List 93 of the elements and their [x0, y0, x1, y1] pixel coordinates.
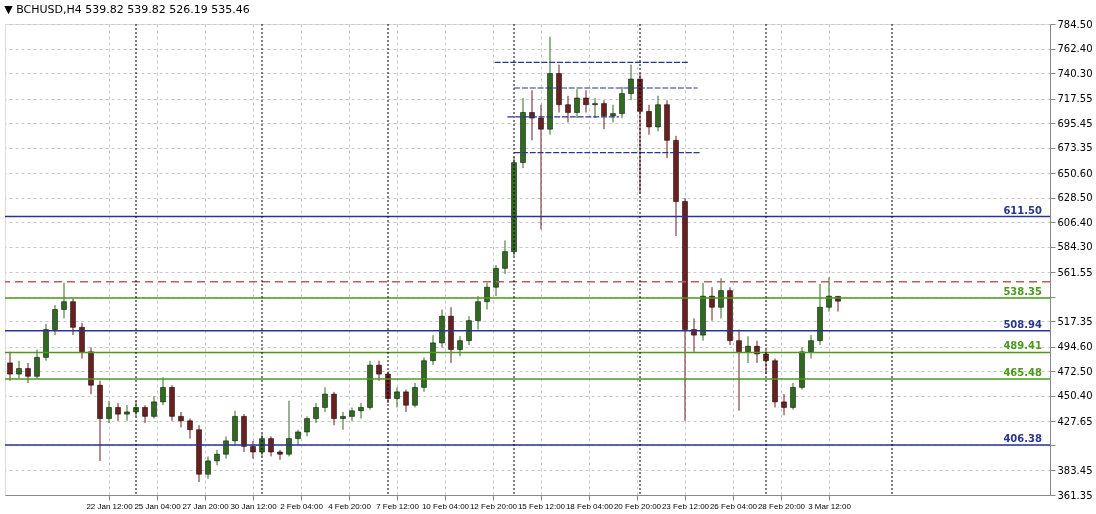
ref-line-label: 489.41 [1003, 340, 1043, 352]
chart-title: ▼ BCHUSD,H4 539.82 539.82 526.19 535.46 [4, 3, 250, 16]
x-tick-label: 18 Feb 04:00 [565, 501, 614, 511]
candlestick [304, 415, 310, 437]
candlestick [322, 386, 328, 413]
candlestick [403, 389, 409, 413]
candlestick [457, 335, 463, 357]
y-tick-label: 383.45 [1057, 464, 1093, 476]
candlestick [790, 382, 796, 411]
candlestick [340, 411, 346, 431]
candlestick [529, 89, 535, 141]
y-tick-label: 695.45 [1057, 117, 1093, 129]
candlestick [754, 340, 760, 364]
candlestick [412, 382, 418, 408]
x-tick-label: 30 Jan 12:00 [230, 501, 278, 511]
candlestick [178, 411, 184, 428]
ref-line-label: 611.50 [1003, 204, 1043, 216]
x-tick-label: 7 Feb 12:00 [376, 501, 420, 511]
candlestick [430, 334, 436, 366]
candlestick [565, 95, 571, 124]
y-tick-label: 561.55 [1057, 266, 1093, 278]
y-tick-label: 762.40 [1057, 43, 1093, 55]
y-tick-label: 584.30 [1057, 241, 1093, 253]
candlestick [475, 295, 481, 331]
candlestick [61, 282, 67, 319]
ref-line-label: 508.94 [1003, 318, 1043, 330]
candlestick [646, 104, 652, 136]
candlestick [502, 239, 508, 275]
candlestick [205, 455, 211, 480]
candlestick [718, 277, 724, 319]
x-tick-label: 26 Feb 04:00 [709, 501, 758, 511]
candlestick [619, 86, 625, 119]
candlestick [349, 406, 355, 422]
x-tick-label: 25 Jan 04:00 [134, 501, 182, 511]
candlestick [583, 89, 589, 113]
candlestick [655, 95, 661, 132]
x-tick-label: 20 Feb 20:00 [613, 501, 662, 511]
candlestick [115, 402, 121, 422]
candlestick [16, 360, 22, 380]
candlestick [781, 393, 787, 416]
y-tick-label: 494.60 [1057, 341, 1093, 353]
candlestick [394, 386, 400, 408]
candlestick [313, 402, 319, 424]
candlestick [124, 404, 130, 422]
candlestick [610, 104, 616, 124]
x-tick-label: 27 Jan 20:00 [182, 501, 230, 511]
x-tick-label: 10 Feb 04:00 [421, 501, 470, 511]
candlestick [7, 351, 13, 382]
candlestick [160, 376, 166, 406]
y-tick-label: 717.55 [1057, 93, 1093, 105]
y-tick-label: 450.40 [1057, 390, 1093, 402]
candlestick [628, 64, 634, 101]
y-tick-label: 517.35 [1057, 315, 1093, 327]
x-tick-label: 22 Jan 12:00 [86, 501, 134, 511]
y-tick-label: 650.60 [1057, 167, 1093, 179]
x-tick-label: 12 Feb 20:00 [469, 501, 518, 511]
candlestick [106, 400, 112, 424]
candlestick [151, 395, 157, 420]
x-tick-label: 28 Feb 20:00 [757, 501, 806, 511]
candlestick [808, 334, 814, 359]
candlestick [52, 304, 58, 336]
x-tick-label: 15 Feb 12:00 [517, 501, 566, 511]
candlestick [34, 349, 40, 380]
ref-line-label: 465.48 [1003, 367, 1043, 379]
candlestick [736, 329, 742, 412]
candlestick [601, 99, 607, 130]
y-tick-label: 784.50 [1057, 18, 1093, 30]
x-tick-label: 23 Feb 12:00 [661, 501, 710, 511]
y-tick-label: 361.35 [1057, 489, 1093, 501]
candlestick [187, 418, 193, 440]
candlestick [484, 282, 490, 311]
candlestick [574, 88, 580, 119]
y-tick-label: 472.50 [1057, 365, 1093, 377]
y-tick-label: 628.50 [1057, 192, 1093, 204]
candlestick [25, 362, 31, 384]
candlestick [376, 360, 382, 382]
candlestick [250, 440, 256, 460]
y-tick-label: 673.35 [1057, 142, 1093, 154]
ref-line-label: 406.38 [1003, 432, 1043, 444]
y-tick-label: 740.30 [1057, 67, 1093, 79]
candlestick [745, 335, 751, 364]
candlestick [286, 400, 292, 457]
candlestick [277, 449, 283, 461]
x-tick-label: 2 Feb 04:00 [280, 501, 324, 511]
candlestick [466, 315, 472, 346]
ref-line-label: 538.35 [1003, 285, 1043, 297]
candlestick [538, 104, 544, 230]
x-tick-label: 4 Feb 20:00 [328, 501, 372, 511]
y-tick-label: 427.65 [1057, 415, 1093, 427]
candlestick [493, 264, 499, 297]
candlestick [358, 402, 364, 420]
x-tick-label: 3 Mar 12:00 [808, 501, 852, 511]
y-tick-label: 606.40 [1057, 216, 1093, 228]
